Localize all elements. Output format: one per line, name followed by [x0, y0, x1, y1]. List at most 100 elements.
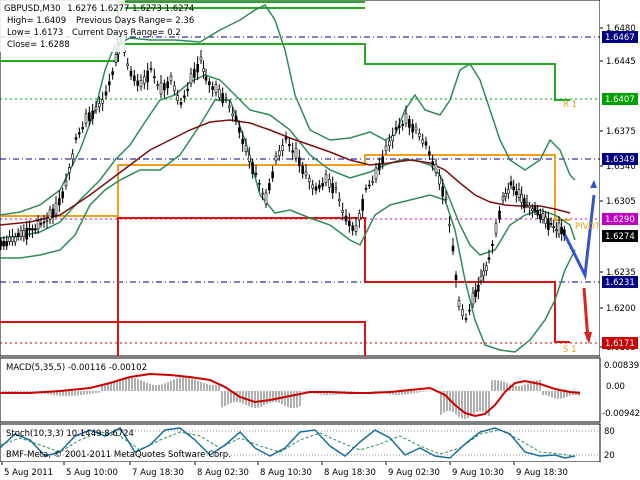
macd-bar: [8, 391, 10, 393]
macd-label: MACD(5,35,5) -0.00116 -0.00102: [6, 363, 147, 373]
candle-body: [414, 126, 418, 131]
macd-bar: [227, 391, 229, 405]
stochastic-pane[interactable]: Stoch(10,3,3) 10.1449 8.6724 BMF-Meta, ©…: [0, 423, 615, 463]
macd-bar: [206, 384, 208, 391]
candle-body: [159, 82, 163, 95]
main-price-pane[interactable]: R 1 PIVOT S 1 GBPUSD,M30 1.6276 1.6277 1…: [0, 0, 601, 357]
time-tick-label: 5 Aug 10:00: [66, 468, 118, 478]
macd-bar: [149, 383, 151, 391]
candle-body: [163, 83, 166, 91]
macd-bar: [188, 377, 190, 391]
candle-body: [354, 225, 358, 232]
macd-bar: [86, 391, 88, 395]
candle-body: [224, 97, 228, 100]
price-badge-label: 1.6407: [605, 95, 635, 105]
candle-body: [64, 180, 68, 187]
candle-body: [173, 85, 176, 92]
macd-bar: [182, 377, 184, 391]
macd-bar: [545, 391, 547, 396]
candle-body: [58, 198, 61, 206]
candle-body: [189, 73, 193, 84]
candle-body: [525, 202, 529, 205]
macd-bar: [29, 391, 31, 393]
candle-body: [51, 208, 55, 218]
candle-body: [378, 163, 381, 171]
candle-body: [74, 137, 78, 140]
macd-bar: [122, 377, 124, 391]
candle-body: [461, 308, 464, 316]
time-tick-label: 8 Aug 18:30: [324, 468, 376, 478]
macd-bar: [527, 383, 529, 391]
macd-bar: [77, 391, 79, 396]
candle-body: [344, 215, 348, 222]
candle-body: [248, 154, 251, 162]
macd-bar: [467, 391, 469, 418]
macd-bar: [422, 391, 424, 392]
candle-body: [451, 245, 455, 252]
candle-body: [464, 318, 468, 320]
candle-body: [487, 257, 491, 260]
candle-body: [544, 216, 547, 224]
symbol-ohlc-header: GBPUSD,M30 1.6276 1.6277 1.6273 1.6274: [4, 4, 194, 14]
candle-body: [291, 150, 294, 153]
time-tick-label: 8 Aug 02:30: [197, 468, 249, 478]
candle-body: [539, 214, 542, 220]
candle-body: [98, 103, 101, 107]
macd-bar: [101, 384, 103, 391]
candle-body: [394, 127, 398, 130]
candle-body: [431, 161, 434, 165]
macd-bar: [566, 391, 568, 397]
price-tick-label: 1.6305: [606, 197, 636, 207]
price-badge: [602, 31, 638, 43]
macd-bar: [104, 384, 106, 391]
price-badge: [602, 153, 638, 165]
macd-bar: [299, 391, 301, 407]
macd-bar: [257, 391, 259, 408]
candle-body: [381, 156, 384, 164]
macd-bar: [110, 382, 112, 391]
candle-body: [149, 68, 153, 70]
macd-bar: [503, 381, 505, 391]
macd-bar: [137, 379, 139, 391]
macd-bar: [71, 391, 73, 396]
candle-body: [308, 178, 311, 182]
macd-bar: [557, 391, 559, 399]
candle-body: [531, 208, 534, 212]
candle-body: [318, 184, 321, 189]
macd-bar: [143, 381, 145, 391]
macd-bar: [107, 383, 109, 391]
candle-body: [549, 223, 553, 225]
macd-bar: [551, 391, 553, 398]
macd-bar: [62, 391, 64, 396]
candle-body: [509, 181, 513, 186]
candle-body: [71, 153, 74, 160]
candle-body: [139, 80, 143, 87]
candle-body: [512, 186, 515, 191]
candle-body: [298, 157, 301, 166]
candle-body: [22, 230, 26, 238]
candlesticks: [0, 33, 566, 323]
price-badge: [602, 230, 638, 242]
candle-body: [457, 300, 461, 307]
macd-bar: [512, 385, 514, 391]
candle-body: [153, 76, 156, 78]
macd-pane[interactable]: MACD(5,35,5) -0.00116 -0.00102 0.00839 0…: [0, 357, 640, 423]
stoch-tick-20: 20: [604, 451, 615, 461]
macd-bar: [392, 391, 394, 395]
macd-bar: [158, 384, 160, 391]
macd-bar: [254, 391, 256, 408]
macd-bar: [185, 377, 187, 391]
candle-body: [491, 243, 494, 247]
macd-bar: [404, 391, 406, 395]
macd-bar: [278, 391, 280, 403]
macd-bar: [68, 391, 70, 396]
macd-bar: [128, 377, 130, 391]
candle-body: [48, 209, 52, 220]
candle-body: [214, 84, 218, 93]
candle-body: [398, 125, 401, 128]
candle-body: [351, 225, 354, 231]
macd-bar: [167, 382, 169, 391]
symbol-timeframe: GBPUSD,M30: [4, 4, 61, 14]
candle-body: [408, 119, 411, 128]
